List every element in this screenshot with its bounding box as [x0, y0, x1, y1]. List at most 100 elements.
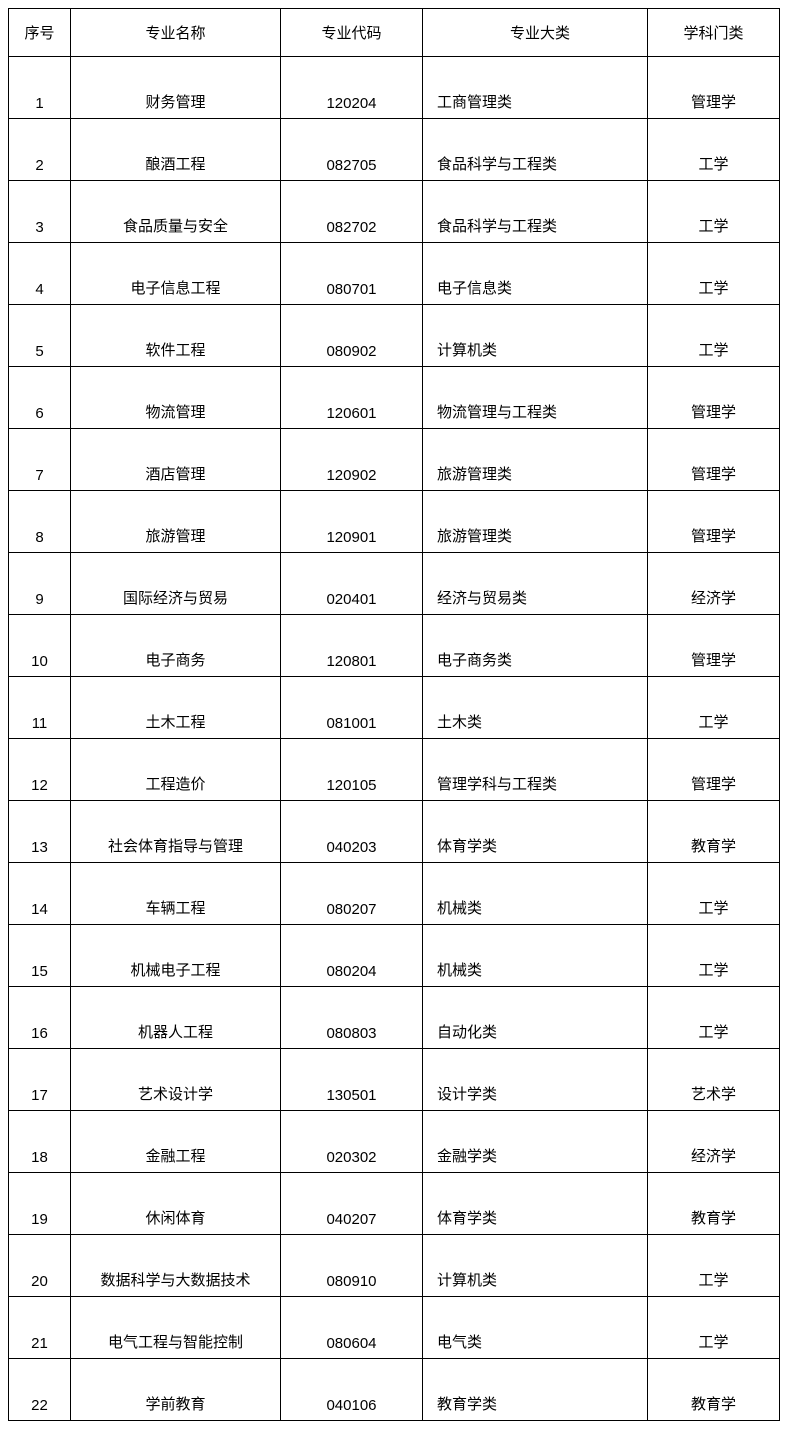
cell-discipline: 工学 — [648, 1235, 780, 1297]
cell-name: 物流管理 — [71, 367, 281, 429]
cell-discipline: 工学 — [648, 1297, 780, 1359]
cell-seq: 1 — [9, 57, 71, 119]
cell-seq: 15 — [9, 925, 71, 987]
cell-category: 教育学类 — [423, 1359, 648, 1421]
cell-code: 040207 — [281, 1173, 423, 1235]
cell-category: 电子商务类 — [423, 615, 648, 677]
col-header-code: 专业代码 — [281, 9, 423, 57]
cell-category: 食品科学与工程类 — [423, 181, 648, 243]
cell-discipline: 经济学 — [648, 1111, 780, 1173]
table-row: 19休闲体育040207体育学类教育学 — [9, 1173, 780, 1235]
cell-seq: 6 — [9, 367, 71, 429]
cell-discipline: 工学 — [648, 987, 780, 1049]
cell-name: 社会体育指导与管理 — [71, 801, 281, 863]
cell-name: 酿酒工程 — [71, 119, 281, 181]
cell-code: 080604 — [281, 1297, 423, 1359]
table-row: 1财务管理120204工商管理类管理学 — [9, 57, 780, 119]
col-header-name: 专业名称 — [71, 9, 281, 57]
cell-seq: 3 — [9, 181, 71, 243]
cell-seq: 13 — [9, 801, 71, 863]
cell-discipline: 工学 — [648, 181, 780, 243]
cell-category: 体育学类 — [423, 1173, 648, 1235]
cell-category: 管理学科与工程类 — [423, 739, 648, 801]
cell-name: 工程造价 — [71, 739, 281, 801]
cell-code: 120601 — [281, 367, 423, 429]
cell-seq: 2 — [9, 119, 71, 181]
cell-code: 020401 — [281, 553, 423, 615]
cell-category: 计算机类 — [423, 1235, 648, 1297]
cell-category: 旅游管理类 — [423, 429, 648, 491]
cell-seq: 16 — [9, 987, 71, 1049]
cell-discipline: 教育学 — [648, 1359, 780, 1421]
cell-name: 电子信息工程 — [71, 243, 281, 305]
cell-seq: 7 — [9, 429, 71, 491]
cell-name: 数据科学与大数据技术 — [71, 1235, 281, 1297]
cell-discipline: 管理学 — [648, 57, 780, 119]
cell-name: 车辆工程 — [71, 863, 281, 925]
cell-code: 080902 — [281, 305, 423, 367]
cell-seq: 20 — [9, 1235, 71, 1297]
cell-code: 082705 — [281, 119, 423, 181]
cell-category: 机械类 — [423, 925, 648, 987]
cell-seq: 21 — [9, 1297, 71, 1359]
table-row: 11土木工程081001土木类工学 — [9, 677, 780, 739]
cell-seq: 22 — [9, 1359, 71, 1421]
cell-name: 软件工程 — [71, 305, 281, 367]
table-row: 10电子商务120801电子商务类管理学 — [9, 615, 780, 677]
cell-category: 自动化类 — [423, 987, 648, 1049]
cell-code: 120801 — [281, 615, 423, 677]
table-row: 13社会体育指导与管理040203体育学类教育学 — [9, 801, 780, 863]
cell-name: 财务管理 — [71, 57, 281, 119]
cell-category: 工商管理类 — [423, 57, 648, 119]
cell-name: 休闲体育 — [71, 1173, 281, 1235]
cell-name: 电子商务 — [71, 615, 281, 677]
cell-code: 120902 — [281, 429, 423, 491]
cell-name: 食品质量与安全 — [71, 181, 281, 243]
cell-code: 080207 — [281, 863, 423, 925]
table-body: 1财务管理120204工商管理类管理学2酿酒工程082705食品科学与工程类工学… — [9, 57, 780, 1421]
col-header-category: 专业大类 — [423, 9, 648, 57]
cell-category: 机械类 — [423, 863, 648, 925]
cell-name: 艺术设计学 — [71, 1049, 281, 1111]
table-row: 22学前教育040106教育学类教育学 — [9, 1359, 780, 1421]
cell-code: 080803 — [281, 987, 423, 1049]
cell-discipline: 教育学 — [648, 1173, 780, 1235]
table-row: 14车辆工程080207机械类工学 — [9, 863, 780, 925]
cell-discipline: 工学 — [648, 677, 780, 739]
cell-code: 040106 — [281, 1359, 423, 1421]
cell-category: 电气类 — [423, 1297, 648, 1359]
table-row: 18金融工程020302金融学类经济学 — [9, 1111, 780, 1173]
cell-name: 酒店管理 — [71, 429, 281, 491]
cell-code: 120901 — [281, 491, 423, 553]
cell-category: 食品科学与工程类 — [423, 119, 648, 181]
cell-seq: 8 — [9, 491, 71, 553]
table-row: 5软件工程080902计算机类工学 — [9, 305, 780, 367]
cell-name: 金融工程 — [71, 1111, 281, 1173]
col-header-seq: 序号 — [9, 9, 71, 57]
cell-seq: 9 — [9, 553, 71, 615]
majors-table: 序号 专业名称 专业代码 专业大类 学科门类 1财务管理120204工商管理类管… — [8, 8, 780, 1421]
cell-category: 土木类 — [423, 677, 648, 739]
cell-seq: 19 — [9, 1173, 71, 1235]
cell-category: 经济与贸易类 — [423, 553, 648, 615]
cell-discipline: 管理学 — [648, 615, 780, 677]
table-row: 20数据科学与大数据技术080910计算机类工学 — [9, 1235, 780, 1297]
cell-code: 080701 — [281, 243, 423, 305]
cell-seq: 17 — [9, 1049, 71, 1111]
cell-name: 国际经济与贸易 — [71, 553, 281, 615]
cell-category: 计算机类 — [423, 305, 648, 367]
cell-code: 082702 — [281, 181, 423, 243]
table-row: 4电子信息工程080701电子信息类工学 — [9, 243, 780, 305]
table-row: 17艺术设计学130501设计学类艺术学 — [9, 1049, 780, 1111]
table-row: 2酿酒工程082705食品科学与工程类工学 — [9, 119, 780, 181]
cell-code: 120105 — [281, 739, 423, 801]
cell-discipline: 工学 — [648, 243, 780, 305]
cell-name: 土木工程 — [71, 677, 281, 739]
table-row: 9国际经济与贸易020401经济与贸易类经济学 — [9, 553, 780, 615]
cell-name: 机械电子工程 — [71, 925, 281, 987]
col-header-discipline: 学科门类 — [648, 9, 780, 57]
cell-seq: 11 — [9, 677, 71, 739]
cell-discipline: 经济学 — [648, 553, 780, 615]
cell-discipline: 工学 — [648, 119, 780, 181]
table-row: 16机器人工程080803自动化类工学 — [9, 987, 780, 1049]
